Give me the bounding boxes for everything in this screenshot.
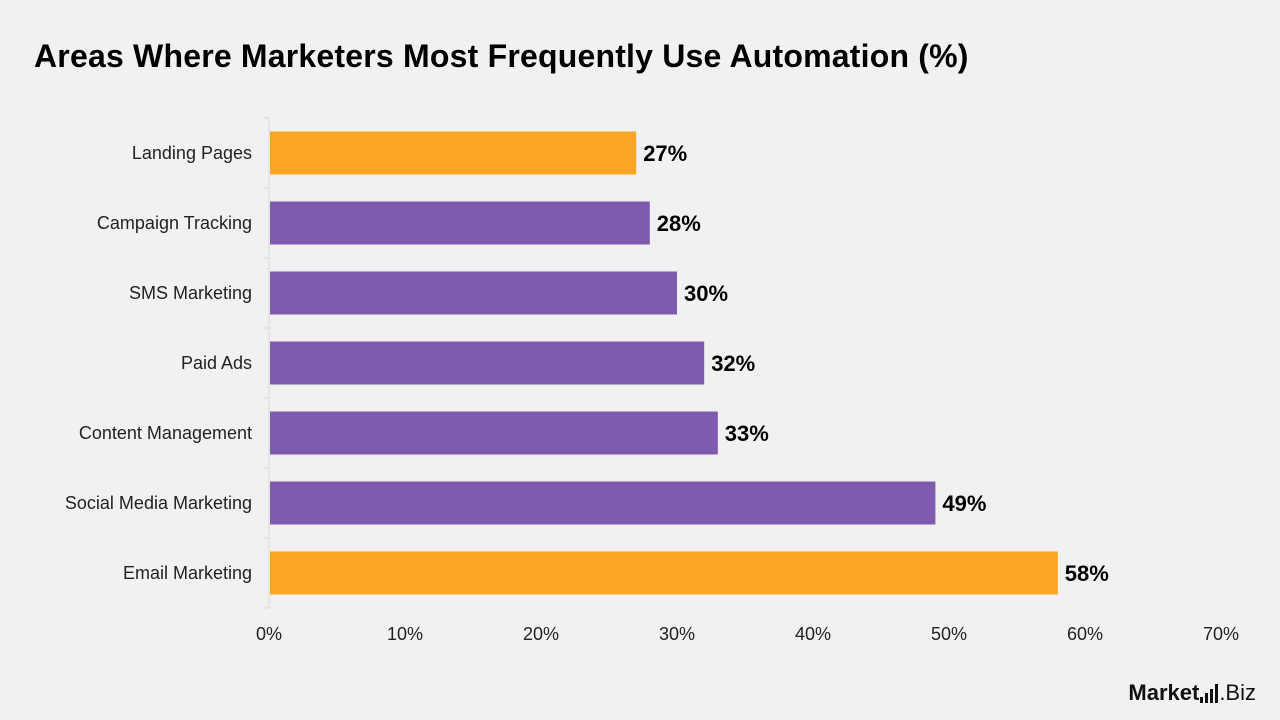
value-label: 58%: [1065, 561, 1109, 586]
bars-group: [270, 131, 1058, 595]
bar: [270, 551, 1058, 595]
x-axis-tick-labels: 0% 10% 20% 30% 40% 50% 60% 70%: [256, 624, 1239, 644]
value-label: 32%: [711, 351, 755, 376]
value-label: 33%: [725, 421, 769, 446]
x-tick-label: 60%: [1067, 624, 1103, 644]
category-label: SMS Marketing: [129, 283, 252, 303]
category-label: Social Media Marketing: [65, 493, 252, 513]
chart-title: Areas Where Marketers Most Frequently Us…: [34, 38, 969, 74]
value-labels: 27% 28% 30% 32% 33% 49% 58%: [643, 141, 1109, 586]
value-label: 28%: [657, 211, 701, 236]
bar: [270, 271, 677, 315]
bar: [270, 481, 936, 525]
x-tick-label: 10%: [387, 624, 423, 644]
category-labels: Landing Pages Campaign Tracking SMS Market…: [65, 143, 252, 583]
category-label: Paid Ads: [181, 353, 252, 373]
brand-logo: Market .Biz: [1128, 680, 1256, 706]
x-tick-label: 70%: [1203, 624, 1239, 644]
category-label: Campaign Tracking: [97, 213, 252, 233]
x-tick-label: 30%: [659, 624, 695, 644]
value-label: 49%: [942, 491, 986, 516]
brand-bars-icon: [1200, 683, 1219, 703]
y-axis: [264, 117, 270, 609]
x-tick-label: 0%: [256, 624, 282, 644]
x-tick-label: 20%: [523, 624, 559, 644]
value-label: 30%: [684, 281, 728, 306]
category-label: Content Management: [79, 423, 252, 443]
x-tick-label: 50%: [931, 624, 967, 644]
bar: [270, 201, 650, 245]
brand-name-part1: Market: [1128, 680, 1200, 705]
category-label: Email Marketing: [123, 563, 252, 583]
value-label: 27%: [643, 141, 687, 166]
bar: [270, 341, 705, 385]
category-label: Landing Pages: [132, 143, 252, 163]
bar: [270, 131, 637, 175]
bar: [270, 411, 718, 455]
brand-name-part2: .Biz: [1219, 680, 1256, 705]
x-tick-label: 40%: [795, 624, 831, 644]
